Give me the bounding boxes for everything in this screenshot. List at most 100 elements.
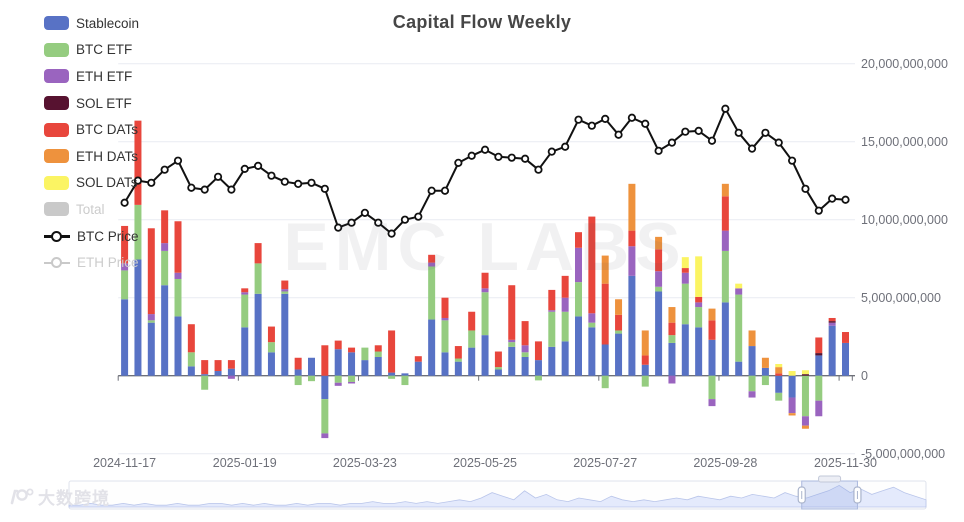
bar-segment-stablecoin bbox=[548, 346, 556, 376]
bar-segment-stablecoin bbox=[615, 333, 623, 376]
bar-segment-eth-etf bbox=[681, 272, 689, 284]
bar-segment-btc-dats bbox=[254, 243, 262, 264]
bar-segment-stablecoin bbox=[668, 342, 676, 376]
legend-item-btc-price[interactable]: BTC Price bbox=[44, 223, 139, 250]
bar-segment-eth-etf bbox=[521, 345, 529, 353]
btc-price-point bbox=[534, 165, 543, 174]
bar-segment-eth-etf bbox=[334, 382, 342, 386]
btc-price-point bbox=[334, 223, 343, 232]
bar-segment-btc-etf bbox=[655, 286, 663, 292]
bar-segment-btc-dats bbox=[695, 296, 703, 303]
legend-swatch-icon bbox=[44, 69, 69, 84]
btc-price-point bbox=[414, 212, 423, 221]
bar-segment-btc-etf bbox=[401, 375, 409, 386]
legend-item-sol-etf[interactable]: SOL ETF bbox=[44, 90, 139, 117]
bar-segment-eth-dats bbox=[628, 183, 636, 231]
legend-item-eth-dats[interactable]: ETH DATs bbox=[44, 143, 139, 170]
btc-price-point bbox=[280, 177, 289, 186]
legend-item-label: Total bbox=[76, 201, 105, 217]
datazoom-window[interactable] bbox=[801, 480, 858, 510]
bar-segment-stablecoin bbox=[388, 372, 396, 376]
legend-item-eth-etf[interactable]: ETH ETF bbox=[44, 63, 139, 90]
bar-segment-stablecoin bbox=[468, 347, 476, 376]
bar-segment-btc-etf bbox=[508, 342, 516, 347]
bar-segment-stablecoin bbox=[361, 360, 369, 376]
bar-segment-stablecoin bbox=[321, 375, 329, 400]
datazoom-window-tab[interactable] bbox=[818, 475, 842, 483]
btc-price-point bbox=[213, 172, 223, 181]
bar-segment-btc-dats bbox=[494, 351, 502, 368]
bar-segment-btc-dats bbox=[842, 332, 849, 343]
legend-item-eth-price[interactable]: ETH Price bbox=[44, 249, 139, 276]
bar-segment-eth-etf bbox=[281, 289, 289, 292]
btc-price-point bbox=[694, 126, 703, 135]
bar-segment-sol-dats bbox=[801, 370, 809, 375]
bar-segment-btc-dats bbox=[641, 355, 649, 365]
btc-price-point bbox=[360, 208, 369, 217]
bar-segment-eth-etf bbox=[708, 399, 716, 407]
btc-price-point bbox=[347, 218, 356, 227]
bar-segment-btc-etf bbox=[548, 311, 556, 347]
bar-segment-btc-etf bbox=[241, 294, 249, 328]
btc-price-point bbox=[561, 142, 570, 151]
bar-segment-btc-dats bbox=[414, 356, 422, 362]
bar-segment-stablecoin bbox=[601, 344, 609, 376]
btc-price-point bbox=[467, 151, 476, 160]
bar-segment-stablecoin bbox=[254, 293, 262, 376]
bar-segment-stablecoin bbox=[428, 319, 436, 376]
bar-segment-btc-etf bbox=[147, 320, 155, 323]
bar-segment-stablecoin bbox=[187, 366, 195, 376]
bar-segment-sol-dats bbox=[788, 371, 796, 376]
bar-segment-btc-dats bbox=[214, 360, 222, 372]
legend-item-label: ETH ETF bbox=[76, 68, 133, 84]
legend-item-label: SOL ETF bbox=[76, 95, 132, 111]
y-axis-label: 0 bbox=[861, 369, 868, 383]
y-axis-label: 10,000,000,000 bbox=[861, 213, 948, 227]
bar-segment-eth-etf bbox=[481, 288, 489, 293]
legend-item-label: SOL DATs bbox=[76, 175, 138, 191]
bar-segment-btc-dats bbox=[147, 228, 155, 315]
legend-line-icon bbox=[44, 256, 70, 270]
bar-segment-btc-dats bbox=[241, 288, 249, 293]
btc-price-point bbox=[133, 176, 143, 185]
bar-segment-eth-dats bbox=[615, 299, 623, 315]
bar-segment-stablecoin bbox=[308, 357, 315, 376]
bar-segment-btc-etf bbox=[521, 352, 529, 357]
bar-segment-eth-etf bbox=[695, 302, 703, 308]
bar-segment-stablecoin bbox=[348, 352, 356, 376]
btc-price-point bbox=[440, 186, 450, 195]
bar-segment-btc-etf bbox=[267, 342, 275, 353]
legend: Stablecoin BTC ETF ETH ETF SOL ETF BTC DATs E… bbox=[44, 10, 139, 276]
bar-segment-stablecoin bbox=[334, 349, 342, 376]
legend-item-btc-dats[interactable]: BTC DATs bbox=[44, 116, 139, 143]
bar-segment-sol-etf bbox=[801, 374, 809, 376]
legend-item-stablecoin[interactable]: Stablecoin bbox=[44, 10, 139, 37]
bar-segment-btc-dats bbox=[294, 357, 302, 370]
bar-segment-stablecoin bbox=[788, 375, 796, 398]
legend-swatch-icon bbox=[44, 42, 69, 57]
bar-segment-btc-dats bbox=[348, 347, 356, 353]
btc-price-point bbox=[480, 145, 490, 154]
legend-swatch-icon bbox=[44, 175, 69, 190]
legend-item-sol-dats[interactable]: SOL DATs bbox=[44, 170, 139, 197]
bar-segment-btc-dats bbox=[521, 321, 529, 346]
bar-segment-btc-dats bbox=[775, 373, 783, 376]
bar-segment-btc-etf bbox=[428, 266, 436, 320]
bar-segment-btc-dats bbox=[508, 285, 516, 340]
legend-item-total[interactable]: Total bbox=[44, 196, 139, 223]
btc-price-point bbox=[400, 215, 410, 224]
bar-segment-btc-dats bbox=[655, 249, 663, 272]
bar-segment-btc-dats bbox=[388, 330, 396, 373]
btc-price-point bbox=[254, 161, 263, 170]
btc-price-point bbox=[320, 184, 329, 193]
bar-segment-btc-etf bbox=[468, 330, 476, 348]
btc-price-point bbox=[828, 194, 837, 203]
legend-item-label: ETH DATs bbox=[76, 148, 139, 164]
legend-item-btc-etf[interactable]: BTC ETF bbox=[44, 37, 139, 64]
bar-segment-eth-etf bbox=[428, 262, 436, 267]
bar-segment-btc-dats bbox=[468, 311, 476, 331]
bar-segment-stablecoin bbox=[508, 346, 516, 376]
btc-price-point bbox=[627, 113, 637, 122]
btc-price-point bbox=[387, 229, 396, 238]
